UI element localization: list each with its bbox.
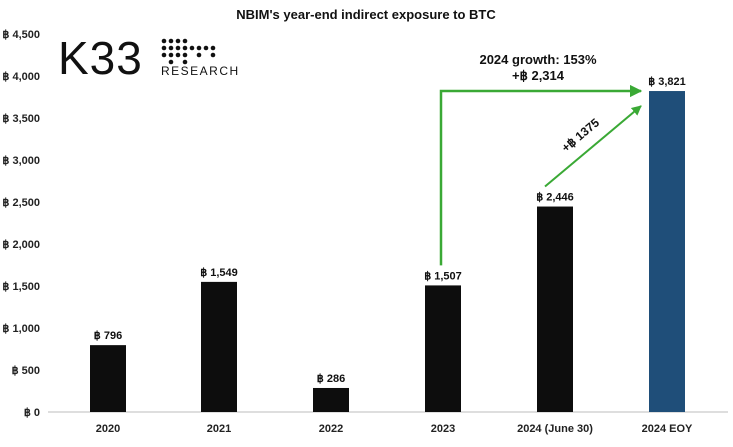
bar-data-label: ฿ 286 (317, 373, 345, 385)
y-tick-label: ฿ 1,000 (2, 323, 40, 335)
x-tick-label: 2024 EOY (642, 423, 693, 435)
growth-percent-label: 2024 growth: 153% (479, 52, 596, 67)
y-tick-label: ฿ 2,500 (2, 197, 40, 209)
chart-title: NBIM's year-end indirect exposure to BTC (236, 7, 496, 22)
x-axis: 2020 2021 2022 2023 2024 (June 30) 2024 EOY (96, 423, 693, 435)
growth-amount-label: +฿ 2,314 (512, 68, 565, 83)
bars (90, 91, 685, 412)
y-tick-label: ฿ 4,500 (2, 29, 40, 41)
y-tick-label: ฿ 4,000 (2, 71, 40, 83)
bar (201, 281, 237, 412)
logo-main-text: K33 (58, 32, 143, 84)
y-tick-label: ฿ 500 (12, 365, 40, 377)
logo-sub-text: RESEARCH (161, 64, 240, 78)
y-tick-label: ฿ 3,500 (2, 113, 40, 125)
bar-data-label: ฿ 2,446 (536, 192, 574, 204)
half-year-growth-label: +฿ 1375 (559, 115, 602, 155)
y-axis: ฿ 0 ฿ 500 ฿ 1,000 ฿ 1,500 ฿ 2,000 ฿ 2,500 ฿ 3,… (2, 29, 728, 419)
y-tick-label: ฿ 3,000 (2, 155, 40, 167)
bar (313, 387, 349, 412)
growth-arrow-icon (439, 84, 643, 266)
bar (537, 206, 573, 412)
half-year-growth-arrow-icon (544, 105, 642, 188)
y-tick-label: ฿ 1,500 (2, 281, 40, 293)
y-tick-label: ฿ 2,000 (2, 239, 40, 251)
k33-logo: K33 RESEARCH (58, 32, 240, 84)
x-tick-label: 2023 (431, 423, 455, 435)
bar (90, 345, 126, 412)
bar (425, 285, 461, 412)
bar-data-label: ฿ 1,549 (200, 267, 238, 279)
x-tick-label: 2020 (96, 423, 120, 435)
x-tick-label: 2022 (319, 423, 343, 435)
y-tick-label: ฿ 0 (24, 407, 40, 419)
bar-data-label: ฿ 796 (94, 330, 122, 342)
bar-data-label: ฿ 3,821 (648, 76, 686, 88)
x-tick-label: 2021 (207, 423, 231, 435)
bar (649, 91, 685, 412)
data-labels: ฿ 796 ฿ 1,549 ฿ 286 ฿ 1,507 ฿ 2,446 ฿ 3,821 (94, 76, 686, 385)
x-tick-label: 2024 (June 30) (517, 423, 593, 435)
logo-dot-grid-icon (161, 38, 216, 65)
bar-data-label: ฿ 1,507 (424, 270, 462, 282)
